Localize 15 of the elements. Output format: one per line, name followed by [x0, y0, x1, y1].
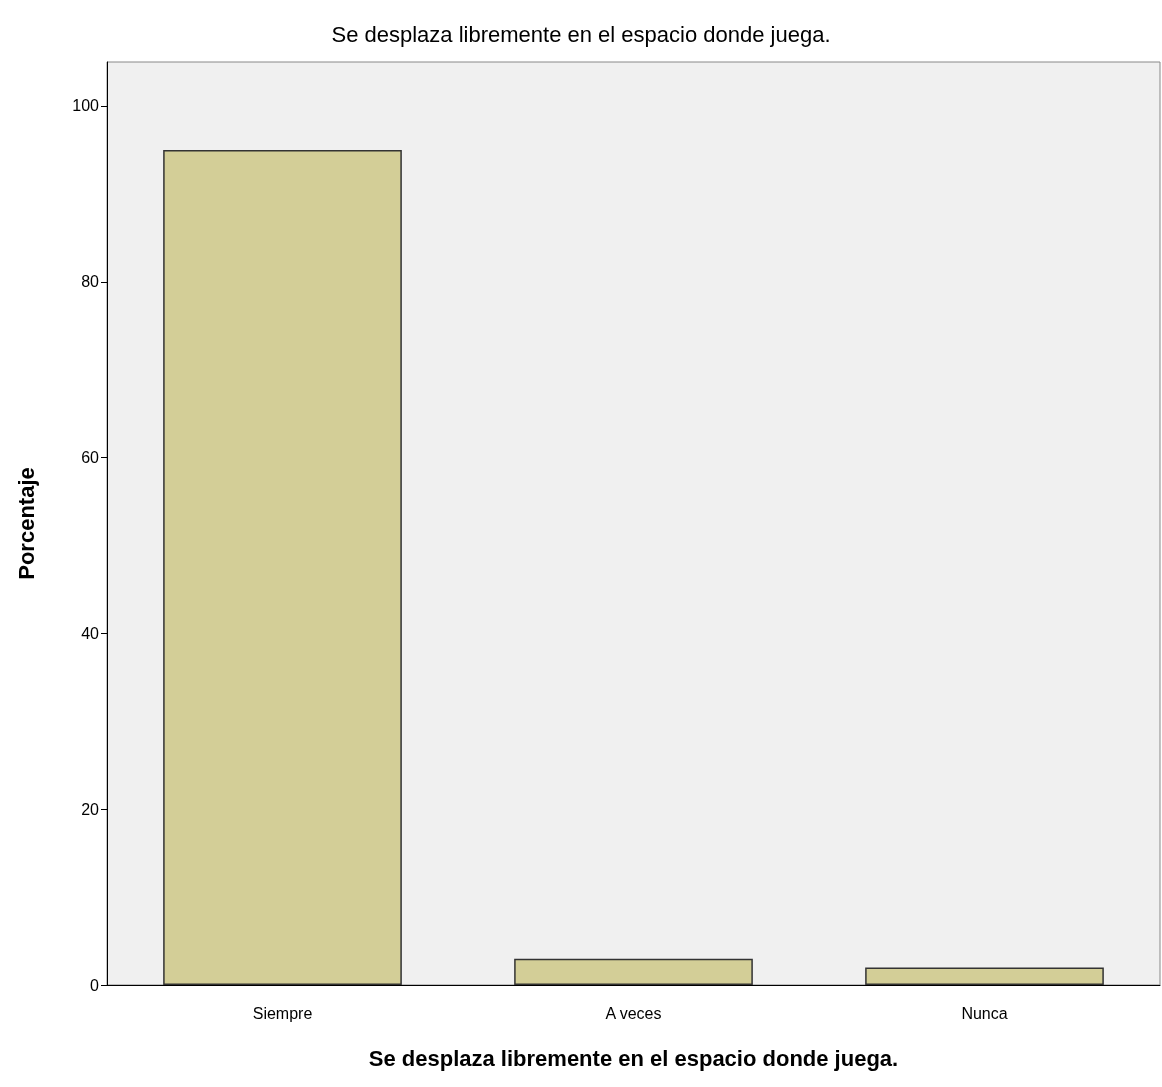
x-tick-label: A veces: [605, 1004, 662, 1022]
x-tick-label: Siempre: [252, 1004, 313, 1022]
bar: [163, 149, 402, 985]
bar: [514, 958, 753, 985]
y-tick-label: 100: [72, 97, 100, 115]
y-axis-title: Porcentaje: [13, 467, 39, 580]
x-tick-label: Nunca: [961, 1004, 1008, 1022]
y-tick-label: 40: [81, 624, 100, 642]
x-axis-title: Se desplaza libremente en el espacio donde juega.: [368, 1045, 899, 1071]
y-tick-label: 0: [90, 976, 100, 994]
y-tick-label: 20: [81, 800, 100, 818]
chart-title: Se desplaza libremente en el espacio donde juega.: [331, 21, 831, 47]
bar: [865, 967, 1104, 985]
y-tick-label: 80: [81, 273, 100, 291]
y-tick-label: 60: [81, 449, 100, 467]
